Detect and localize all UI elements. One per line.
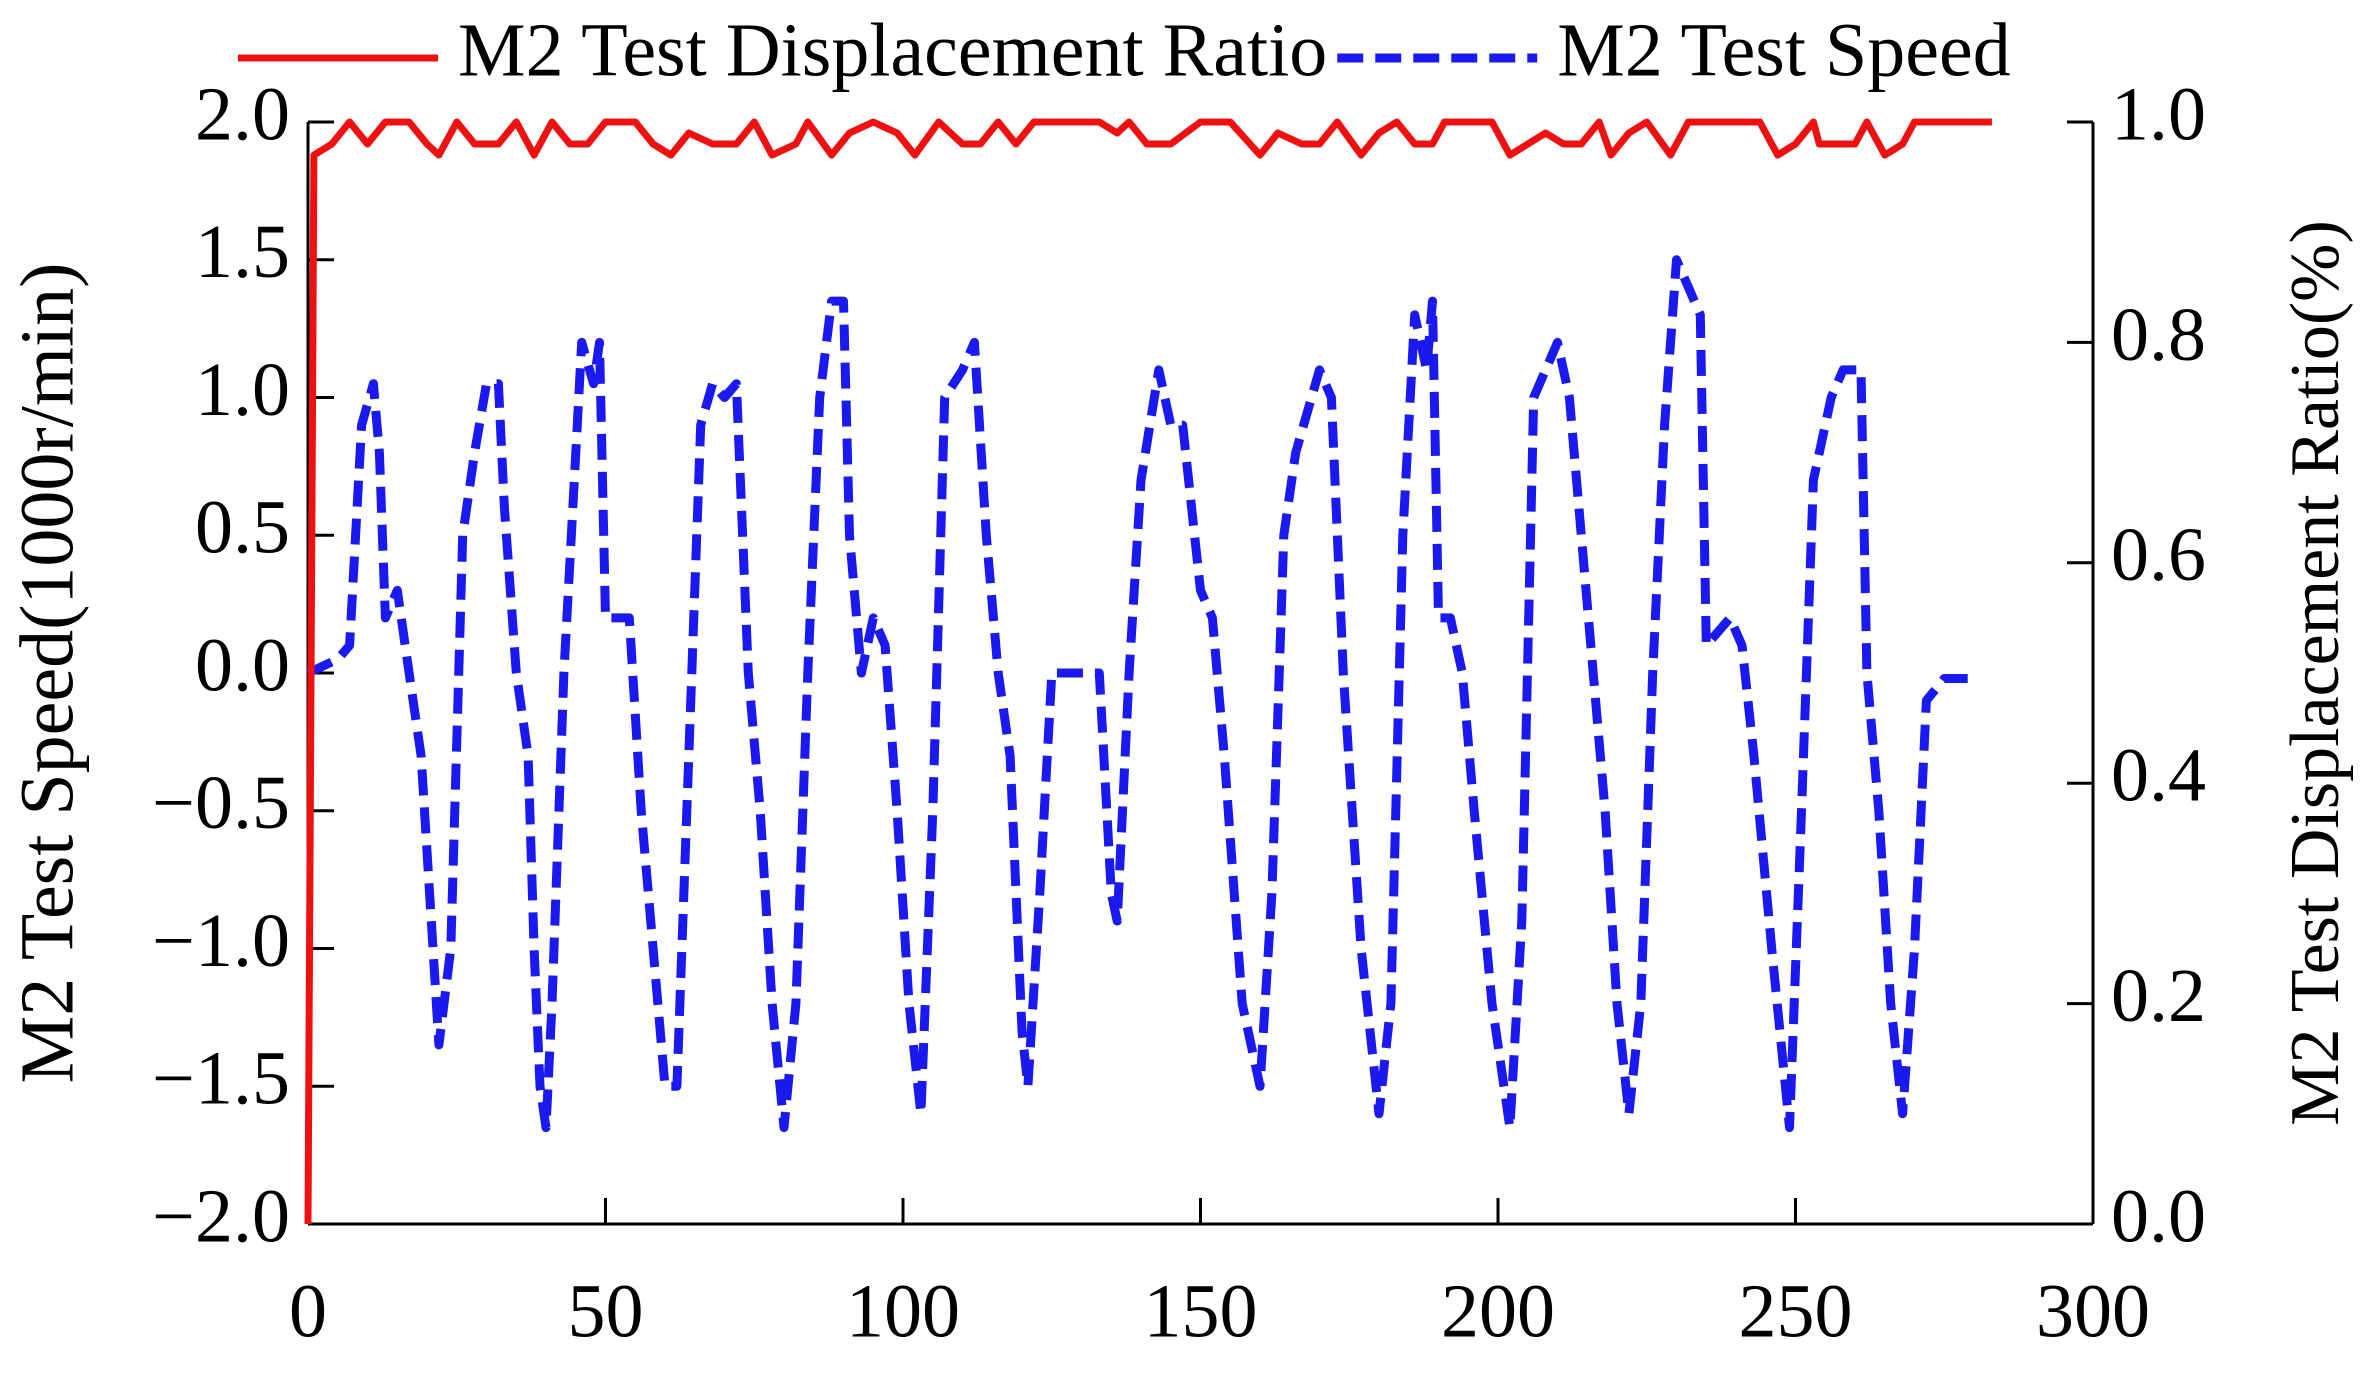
x-tick-label: 250: [1739, 1269, 1853, 1353]
legend-label: M2 Test Speed: [1557, 8, 2010, 92]
y-tick-label: 2.0: [195, 72, 290, 156]
x-tick-label: 200: [1441, 1269, 1555, 1353]
y-tick-label: −0.5: [152, 761, 290, 845]
series-line: [306, 255, 1974, 1133]
y2-axis-label: M2 Test Displacement Ratio(%): [2277, 220, 2354, 1126]
y-tick-label: 0.5: [195, 486, 290, 570]
y-axis-label: M2 Test Speed(1000r/min): [5, 263, 89, 1084]
y2-tick-label: 1.0: [2111, 72, 2206, 156]
y-tick-label: 1.0: [195, 348, 290, 432]
y2-tick-label: 0.6: [2111, 513, 2206, 597]
series-line: [304, 118, 1992, 1225]
y-tick-label: −1.5: [152, 1037, 290, 1121]
y2-tick-label: 0.0: [2111, 1174, 2206, 1258]
x-tick-label: 300: [2036, 1269, 2150, 1353]
y-tick-label: −1.0: [152, 899, 290, 983]
x-tick-label: 0: [289, 1269, 327, 1353]
y2-tick-label: 0.2: [2111, 954, 2206, 1038]
legend-label: M2 Test Displacement Ratio: [458, 8, 1327, 92]
x-tick-label: 100: [846, 1269, 960, 1353]
y2-tick-label: 0.4: [2111, 734, 2206, 818]
y-tick-label: −2.0: [152, 1174, 290, 1258]
x-tick-label: 150: [1144, 1269, 1258, 1353]
y2-tick-label: 0.8: [2111, 293, 2206, 377]
x-tick-label: 50: [568, 1269, 644, 1353]
y-tick-label: 0.0: [195, 623, 290, 707]
y-tick-label: 1.5: [195, 210, 290, 294]
